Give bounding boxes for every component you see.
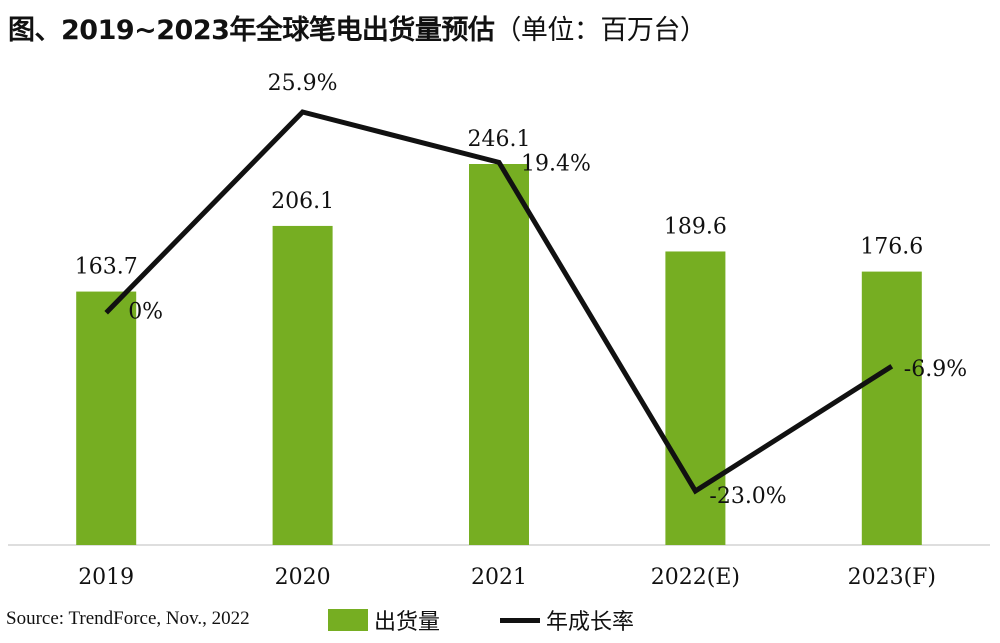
x-tick-label-2021: 2021 — [471, 565, 527, 590]
chart-title-unit: （单位：百万台） — [494, 15, 707, 46]
legend-item-shipments: 出货量 — [328, 604, 440, 636]
x-tick-label-2020: 2020 — [275, 565, 331, 590]
legend-swatch-line — [500, 617, 540, 623]
legend-label-growth: 年成长率 — [546, 610, 635, 635]
bar-2020 — [272, 225, 333, 546]
growth-label-2019: 0% — [128, 300, 163, 325]
source-note: Source: TrendForce, Nov., 2022 — [6, 608, 250, 629]
x-tick-label-2022(E): 2022(E) — [651, 565, 740, 590]
bar-2022(E) — [665, 251, 726, 546]
growth-label-2023(F): -6.9% — [904, 357, 967, 382]
growth-label-2022(E): -23.0% — [709, 484, 786, 509]
growth-label-2020: 25.9% — [268, 71, 338, 96]
bar-label-2022(E): 189.6 — [664, 214, 727, 239]
bar-label-2021: 246.1 — [468, 127, 531, 152]
bar-label-2020: 206.1 — [271, 189, 334, 214]
chart-title-main: 图、2019~2023年全球笔电出货量预估 — [8, 15, 495, 46]
growth-rate-line — [104, 109, 894, 495]
bar-label-2019: 163.7 — [75, 255, 138, 280]
legend-item-growth: 年成长率 — [500, 604, 634, 636]
bar-2021 — [469, 164, 529, 545]
bar-label-2023(F): 176.6 — [860, 235, 923, 260]
x-tick-label-2019: 2019 — [78, 565, 134, 590]
legend-label-shipments: 出货量 — [374, 610, 441, 635]
growth-label-2021: 19.4% — [521, 151, 591, 176]
bar-2023(F) — [861, 271, 922, 545]
bar-2019 — [76, 291, 137, 545]
x-tick-label-2023(F): 2023(F) — [848, 565, 936, 590]
legend-swatch-bar — [328, 609, 368, 631]
chart-title: 图、2019~2023年全球笔电出货量预估（单位：百万台） — [8, 8, 707, 47]
